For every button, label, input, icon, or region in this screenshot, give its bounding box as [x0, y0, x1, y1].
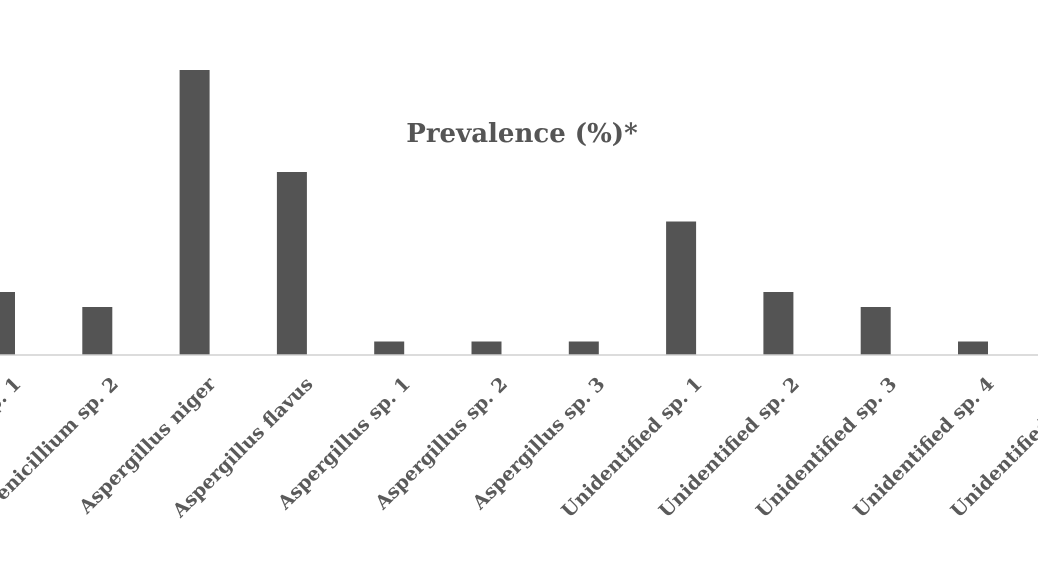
bar-1	[0, 292, 15, 355]
bar-4	[276, 172, 307, 355]
bar-3	[179, 70, 210, 355]
bar-6	[471, 341, 502, 355]
bar-11	[958, 341, 988, 355]
bar-2	[82, 307, 113, 355]
bars-layer	[0, 70, 988, 355]
bar-5	[374, 341, 405, 355]
chart-title: Prevalence (%)*	[406, 119, 638, 149]
bar-7	[568, 341, 599, 355]
bar-10	[860, 307, 891, 355]
bar-9	[763, 292, 794, 355]
bar-8	[666, 221, 697, 355]
